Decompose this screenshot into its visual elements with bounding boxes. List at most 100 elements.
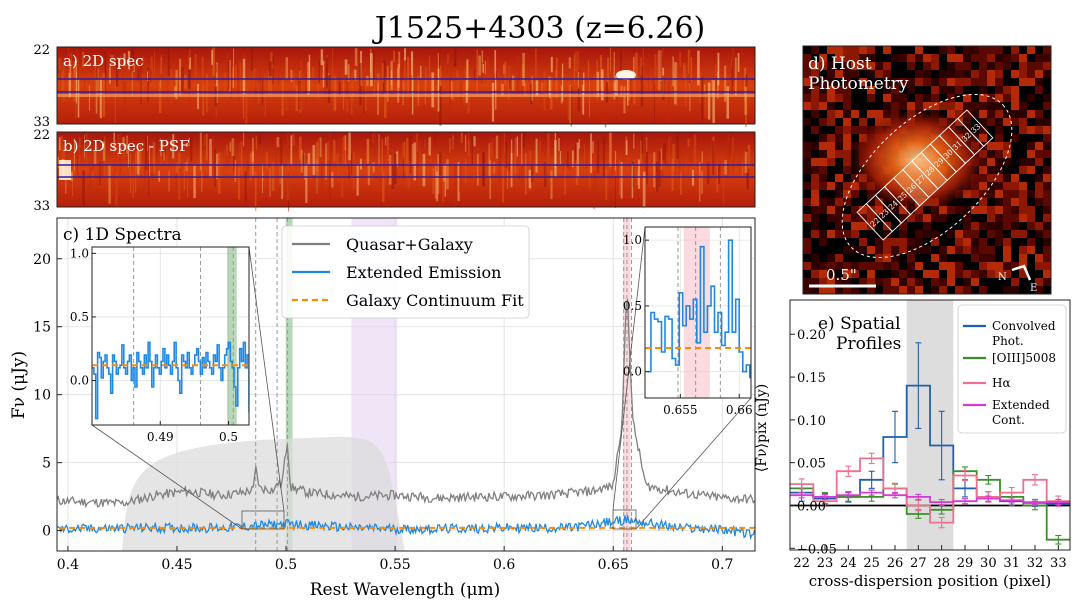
spectrum-streak xyxy=(597,153,600,174)
spectrum-streak xyxy=(600,69,604,101)
inset-ytick-label: 1.0 xyxy=(70,246,89,260)
image-pixel xyxy=(931,246,939,254)
panel-e-spatial-profiles: 22 23 24 25 26 27 28 29 30 31 32 33 −0.05 0.00 0.05 0.1… xyxy=(754,299,1071,590)
spectrum-streak xyxy=(332,48,334,90)
image-pixel xyxy=(995,142,1003,150)
spectrum-streak xyxy=(573,54,576,85)
spectrum-streak xyxy=(137,69,140,81)
spectrum-streak xyxy=(511,75,515,91)
spectrum-streak xyxy=(320,49,324,66)
spectrum-streak xyxy=(363,85,365,114)
spectrum-streak xyxy=(143,157,146,188)
spectrum-streak xyxy=(610,47,611,72)
image-pixel xyxy=(931,46,939,54)
spectrum-streak xyxy=(654,153,656,191)
image-pixel xyxy=(859,86,867,94)
image-pixel xyxy=(1043,166,1051,174)
spectrum-streak xyxy=(714,64,717,91)
spectrum-streak xyxy=(554,139,557,178)
image-pixel xyxy=(971,254,979,262)
image-pixel xyxy=(1003,278,1011,286)
image-pixel xyxy=(1043,222,1051,230)
image-pixel xyxy=(971,222,979,230)
image-pixel xyxy=(923,214,931,222)
image-pixel xyxy=(1027,158,1035,166)
spectrum-streak xyxy=(251,47,253,71)
image-pixel xyxy=(1027,86,1035,94)
xtick-label: 27 xyxy=(910,556,927,571)
image-pixel xyxy=(803,230,811,238)
spectrum-streak xyxy=(189,49,191,65)
image-pixel xyxy=(859,286,867,294)
image-pixel xyxy=(1035,46,1043,54)
spectrum-streak xyxy=(156,132,158,161)
spectrum-streak xyxy=(744,86,748,115)
spectrum-streak xyxy=(356,164,359,196)
spectrum-streak xyxy=(732,137,735,172)
image-pixel xyxy=(955,222,963,230)
image-pixel xyxy=(987,110,995,118)
image-pixel xyxy=(811,142,819,150)
spectrum-streak xyxy=(76,49,78,72)
spectrum-streak xyxy=(741,49,743,86)
spectrum-streak xyxy=(495,135,499,159)
image-pixel xyxy=(875,54,883,62)
spectrum-streak xyxy=(161,54,163,73)
image-pixel xyxy=(819,102,827,110)
spectrum-streak xyxy=(555,69,558,99)
image-pixel xyxy=(843,142,851,150)
spectrum-streak xyxy=(370,53,373,87)
image-pixel xyxy=(875,270,883,278)
inset-ytick-label: 0.0 xyxy=(70,374,89,388)
spectrum-streak xyxy=(243,132,245,147)
image-pixel xyxy=(859,254,867,262)
spectrum-streak xyxy=(532,159,534,176)
image-pixel xyxy=(883,206,891,214)
spectrum-streak xyxy=(456,70,459,98)
spectrum-streak xyxy=(583,72,585,95)
image-pixel xyxy=(811,222,819,230)
panel-e-label-line2: Profiles xyxy=(836,334,901,354)
image-pixel xyxy=(827,222,835,230)
spectrum-streak xyxy=(578,138,580,149)
inset-xtick-label: 0.49 xyxy=(147,430,174,444)
legend-label: Galaxy Continuum Fit xyxy=(346,291,524,310)
spectrum-streak xyxy=(545,82,547,97)
spectrum-streak xyxy=(147,67,149,103)
image-pixel xyxy=(827,126,835,134)
image-pixel xyxy=(859,246,867,254)
series-line xyxy=(57,515,755,541)
image-pixel xyxy=(843,230,851,238)
image-pixel xyxy=(915,222,923,230)
image-pixel xyxy=(827,62,835,70)
spectrum-streak xyxy=(194,53,197,98)
spectrum-streak xyxy=(528,169,532,189)
image-pixel xyxy=(955,110,963,118)
spectrum-streak xyxy=(690,56,693,83)
figure-title: J1525+4303 (z=6.26) xyxy=(372,11,706,46)
image-pixel xyxy=(1003,262,1011,270)
xtick-label: 32 xyxy=(1027,556,1044,571)
image-pixel xyxy=(915,94,923,102)
image-pixel xyxy=(811,94,819,102)
image-pixel xyxy=(1035,110,1043,118)
spectrum-streak xyxy=(437,153,440,195)
spectrum-streak xyxy=(322,60,325,88)
image-pixel xyxy=(963,198,971,206)
spectrum-streak xyxy=(658,50,660,91)
image-pixel xyxy=(1035,102,1043,110)
image-pixel xyxy=(963,62,971,70)
spectrum-streak xyxy=(630,163,632,173)
image-pixel xyxy=(851,94,859,102)
spectrum-streak xyxy=(723,171,725,205)
image-pixel xyxy=(971,190,979,198)
spectrum-streak xyxy=(724,65,727,102)
spectrum-streak xyxy=(519,168,521,181)
image-pixel xyxy=(891,286,899,294)
spectrum-streak xyxy=(245,81,248,125)
image-pixel xyxy=(835,142,843,150)
image-pixel xyxy=(819,286,827,294)
image-pixel xyxy=(1011,54,1019,62)
image-pixel xyxy=(987,70,995,78)
image-pixel xyxy=(811,230,819,238)
